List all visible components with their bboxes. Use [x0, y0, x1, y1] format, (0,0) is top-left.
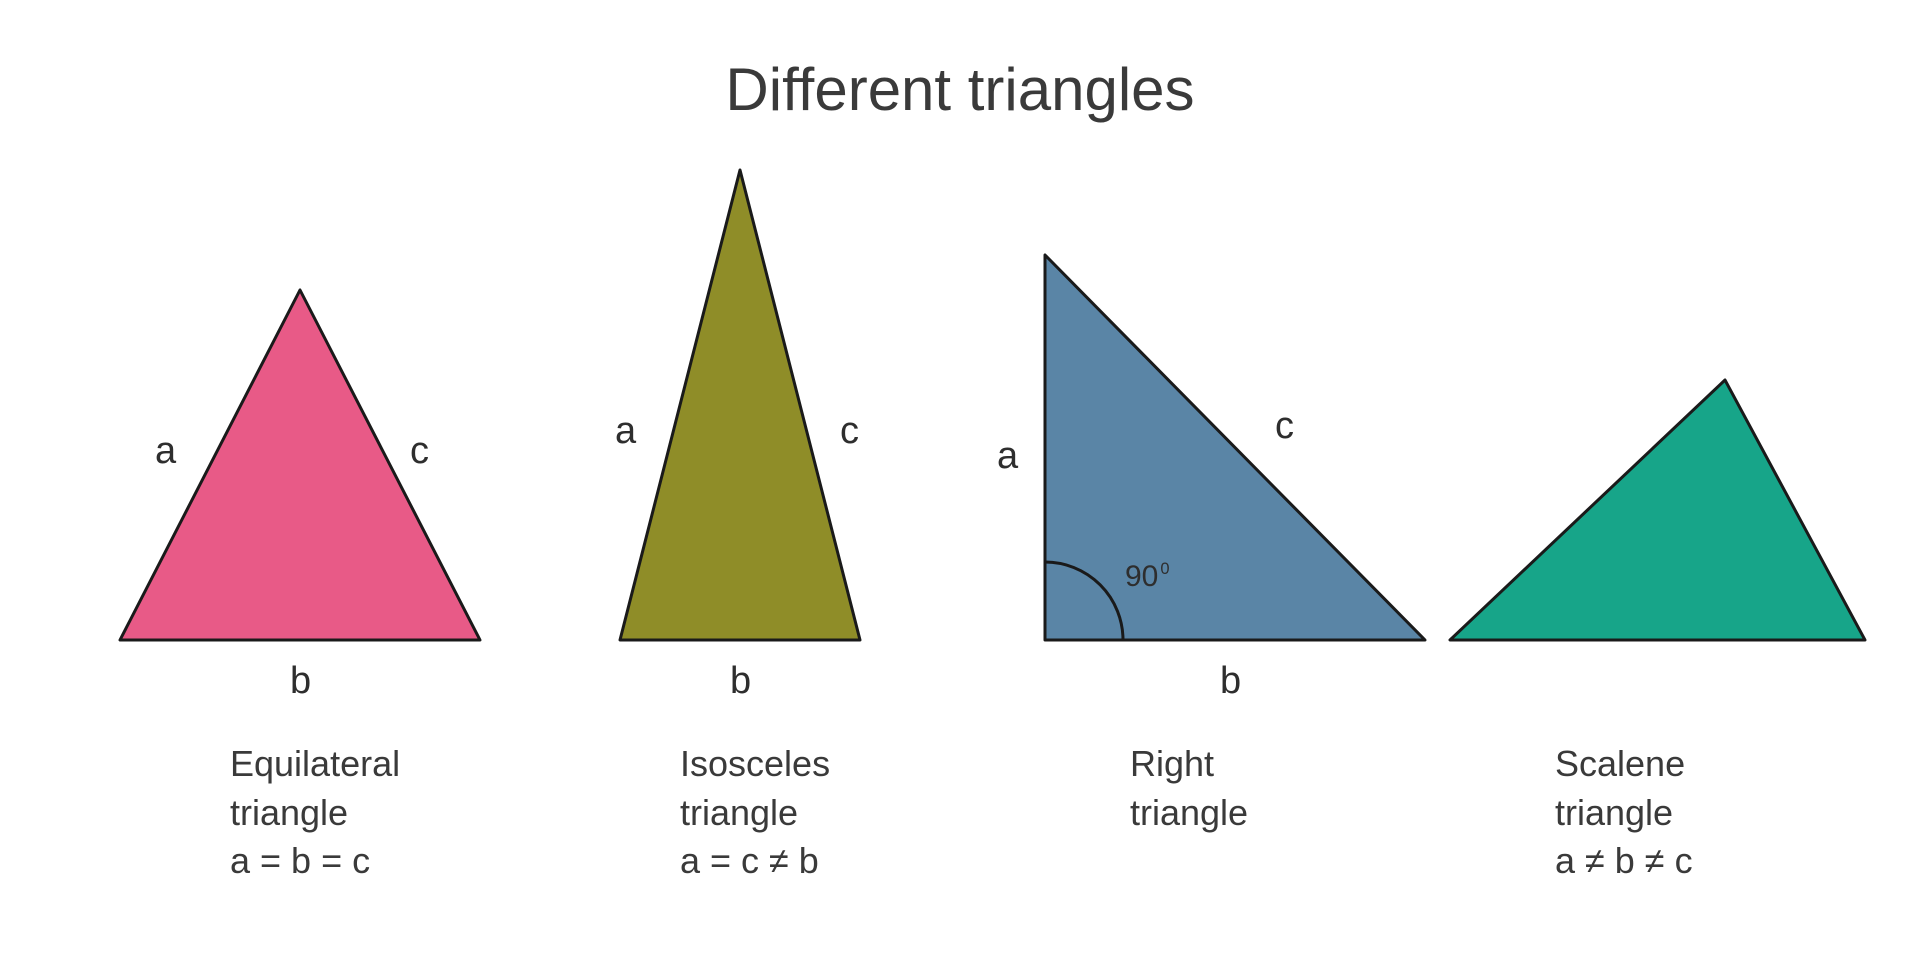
caption-name1: Scalene	[1555, 740, 1693, 789]
caption-name1: Equilateral	[230, 740, 400, 789]
right-side-label: c	[1275, 405, 1294, 448]
right-side-label: b	[1220, 660, 1241, 703]
scalene-caption: Scalenetrianglea ≠ b ≠ c	[1555, 740, 1693, 886]
equilateral-caption: Equilateraltrianglea = b = c	[230, 740, 400, 886]
equilateral-side-label: a	[155, 430, 176, 473]
caption-name2: triangle	[230, 789, 400, 838]
angle-label: 900	[1125, 560, 1168, 594]
caption-relation: a = b = c	[230, 837, 400, 886]
isosceles-side-label: c	[840, 410, 859, 453]
triangle-panel-equilateral: acb	[90, 210, 510, 670]
triangle-panel-right: acb900	[985, 215, 1445, 670]
caption-name1: Isosceles	[680, 740, 830, 789]
triangle-panel-isosceles: acb	[560, 150, 920, 670]
caption-relation: a ≠ b ≠ c	[1555, 837, 1693, 886]
caption-name2: triangle	[1555, 789, 1693, 838]
caption-name1: Right	[1130, 740, 1248, 789]
equilateral-side-label: c	[410, 430, 429, 473]
scalene-triangle-icon	[1435, 360, 1880, 670]
isosceles-triangle-icon	[560, 150, 920, 670]
caption-name2: triangle	[1130, 789, 1248, 838]
isosceles-caption: Isoscelestrianglea = c ≠ b	[680, 740, 830, 886]
equilateral-side-label: b	[290, 660, 311, 703]
angle-value: 90	[1125, 560, 1158, 593]
isosceles-side-label: b	[730, 660, 751, 703]
caption-relation: a = c ≠ b	[680, 837, 830, 886]
isosceles-side-label: a	[615, 410, 636, 453]
triangle-panel-scalene	[1435, 360, 1880, 670]
caption-name2: triangle	[680, 789, 830, 838]
equilateral-triangle-icon	[90, 210, 510, 670]
angle-sup: 0	[1160, 560, 1169, 578]
right-triangle-icon	[985, 215, 1445, 670]
right-side-label: a	[997, 435, 1018, 478]
page-title: Different triangles	[0, 55, 1920, 124]
right-caption: Righttriangle	[1130, 740, 1248, 837]
